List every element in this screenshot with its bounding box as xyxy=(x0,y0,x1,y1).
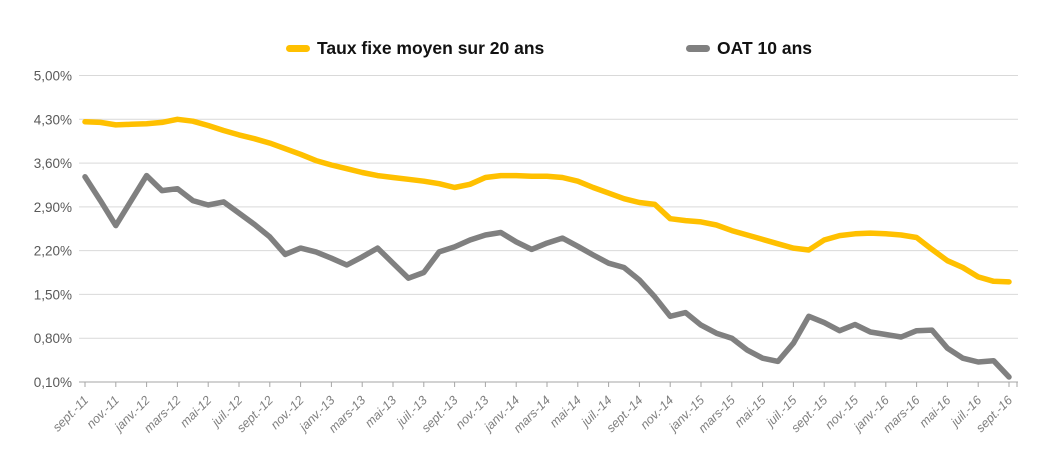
x-axis-tick-label: mai-13 xyxy=(362,393,399,430)
legend-item-oat: OAT 10 ans xyxy=(686,38,812,59)
y-axis-tick-label: 5,00% xyxy=(34,69,72,84)
y-axis-tick-label: 0,10% xyxy=(34,375,72,390)
y-axis-tick-label: 0,80% xyxy=(34,331,72,346)
taux-fixe-line xyxy=(82,116,1012,285)
oat-legend-label: OAT 10 ans xyxy=(717,38,812,58)
y-axis-tick-label: 2,20% xyxy=(34,244,72,259)
y-axis-tick-label: 3,60% xyxy=(34,156,72,171)
x-axis-tick-label: mai-15 xyxy=(732,393,769,430)
taux-fixe-legend-label: Taux fixe moyen sur 20 ans xyxy=(317,38,545,58)
oat-line xyxy=(82,172,1012,380)
y-axis-tick-label: 2,90% xyxy=(34,200,72,215)
y-axis-tick-label: 1,50% xyxy=(34,287,72,302)
legend-item-taux-fixe: Taux fixe moyen sur 20 ans xyxy=(286,38,544,59)
oat-legend-dash-icon xyxy=(686,45,710,52)
x-axis-tick-label: sept.-11 xyxy=(50,393,91,434)
chart-legend: Taux fixe moyen sur 20 ans OAT 10 ans xyxy=(0,0,1046,62)
x-axis-tick-label: mai-16 xyxy=(917,393,954,430)
taux-fixe-legend-dash-icon xyxy=(286,45,310,52)
y-axis-tick-label: 4,30% xyxy=(34,112,72,127)
x-axis-tick-label: mai-12 xyxy=(177,393,214,430)
x-axis-tick-label: mai-14 xyxy=(547,393,584,430)
